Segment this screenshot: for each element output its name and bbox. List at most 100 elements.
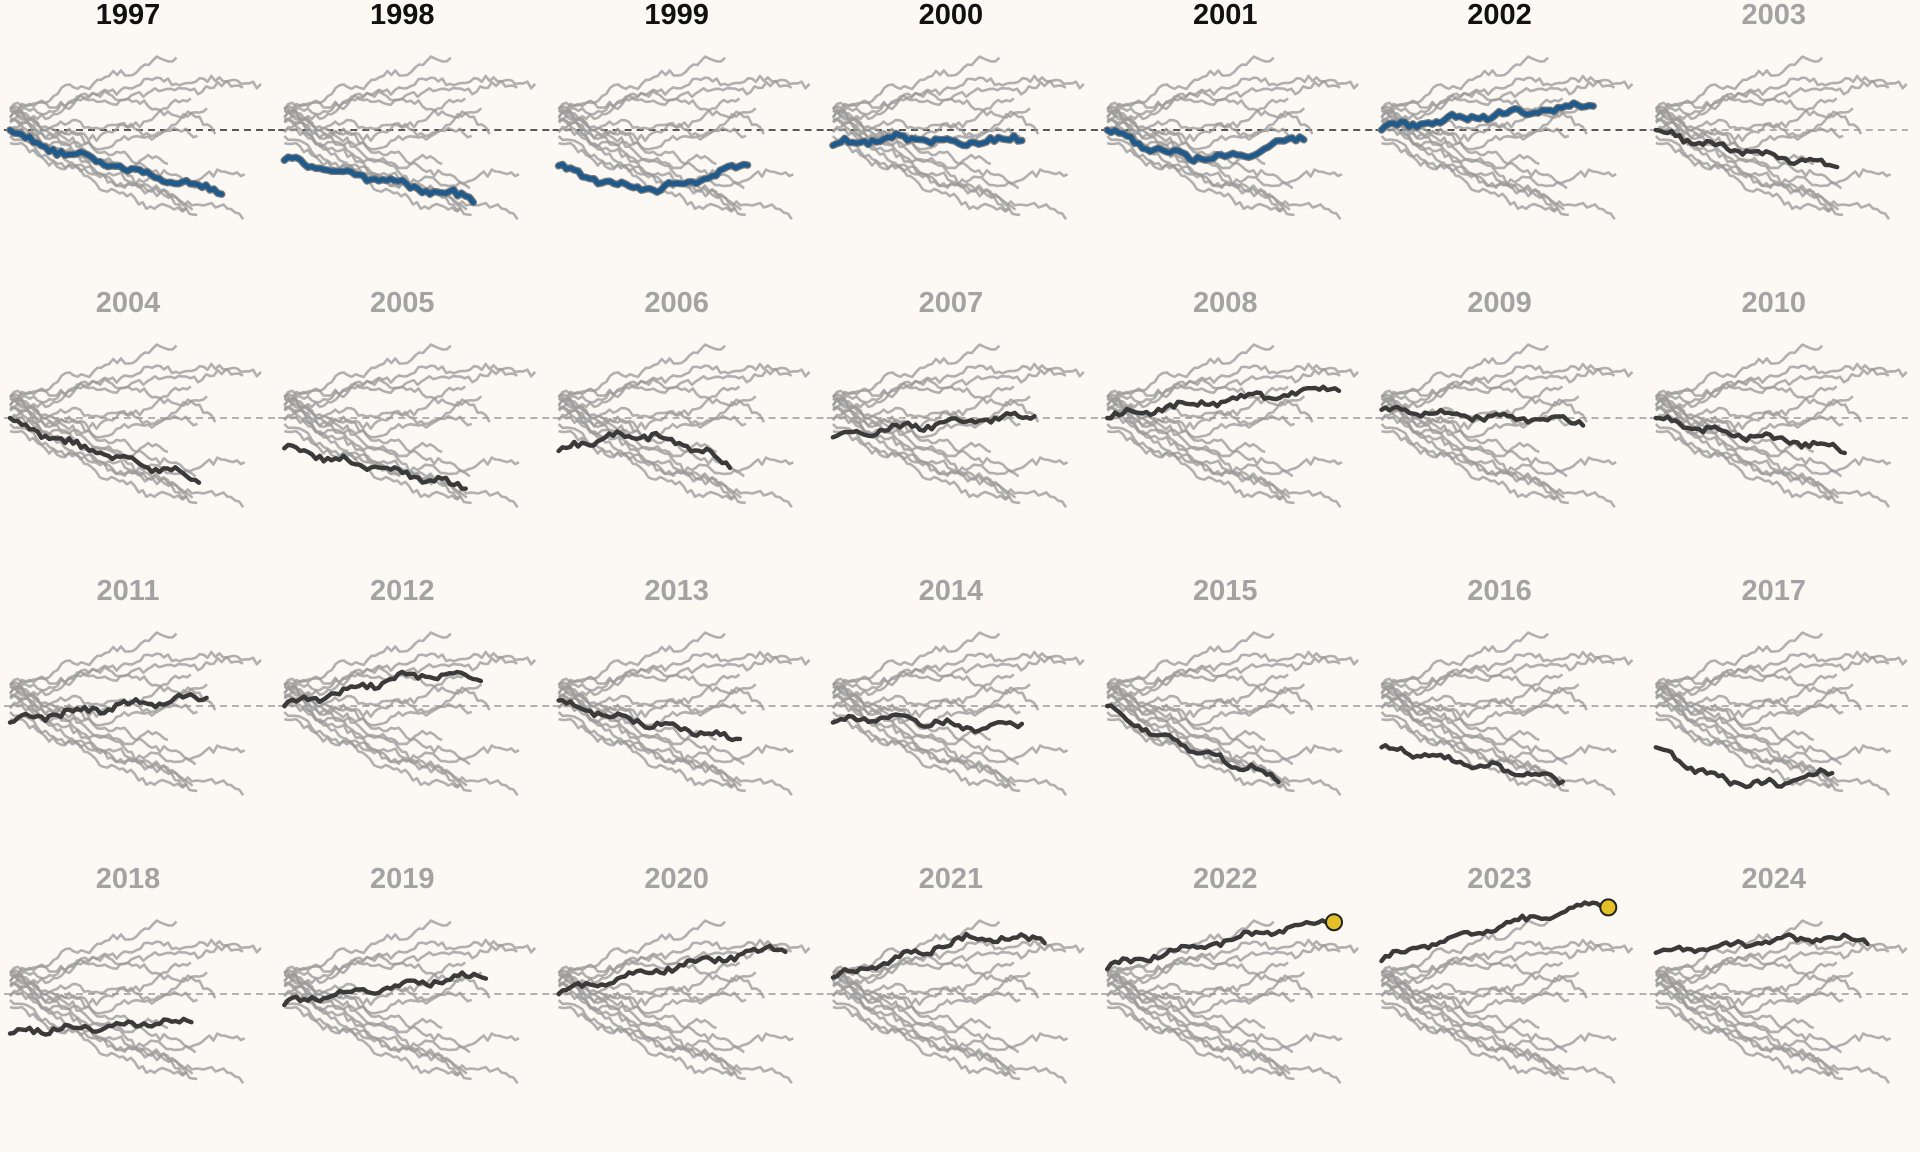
other-year-line [1106, 362, 1341, 422]
focus-year-line [7, 692, 209, 725]
other-year-line [1106, 650, 1341, 710]
other-year-line [1380, 919, 1549, 982]
focus-year-line [1653, 932, 1870, 955]
other-year-line [283, 74, 518, 134]
other-year-line [1655, 973, 1843, 1054]
other-year-line [1380, 55, 1549, 118]
panel-2004: 2004 [4, 287, 279, 509]
other-year-line [1380, 385, 1564, 430]
other-year-line [1654, 135, 1891, 221]
other-year-line [8, 74, 244, 134]
focus-year-line [1105, 918, 1337, 972]
panel-title: 2018 [96, 863, 161, 895]
other-year-line [557, 999, 793, 1085]
other-year-line [557, 382, 766, 423]
other-year-line [9, 343, 178, 406]
other-year-line [283, 631, 452, 694]
focus-year-line [281, 154, 476, 205]
panel-2005: 2005 [278, 287, 553, 509]
focus-year-line [1653, 414, 1847, 456]
panel-2011: 2011 [4, 575, 279, 797]
other-year-line [283, 55, 452, 118]
other-year-line [1380, 673, 1564, 718]
other-year-line [283, 385, 466, 430]
focus-year-line [1105, 703, 1281, 785]
other-year-line [9, 999, 245, 1085]
other-year-line [8, 670, 217, 711]
other-year-line [831, 366, 1085, 399]
other-year-line [1654, 938, 1890, 998]
panel-2002: 2002 [1375, 0, 1650, 221]
other-year-line [832, 711, 1068, 797]
other-year-line [283, 673, 466, 718]
other-year-line [1655, 961, 1838, 1006]
other-year-line [1654, 958, 1863, 999]
focus-year-line [556, 698, 743, 743]
other-year-line [1106, 654, 1360, 687]
other-year-line [284, 972, 472, 1081]
other-year-line [1380, 94, 1588, 135]
focus-year-line [282, 669, 484, 709]
other-year-line [8, 938, 244, 998]
other-year-line [1654, 942, 1908, 975]
panel-title: 2004 [96, 287, 161, 319]
other-year-line [1654, 670, 1863, 711]
focus-year-line [7, 127, 225, 197]
other-year-line [1380, 654, 1634, 687]
other-year-line [1654, 78, 1908, 111]
panel-title: 2017 [1742, 575, 1807, 607]
panel-title: 2008 [1193, 287, 1258, 319]
panel-title: 2024 [1742, 863, 1807, 895]
other-year-line [1380, 631, 1549, 694]
other-year-line [1106, 343, 1275, 406]
panel-title: 2015 [1193, 575, 1258, 607]
other-year-line [557, 961, 741, 1006]
panel-2021: 2021 [826, 863, 1102, 1085]
other-year-line [1380, 362, 1616, 422]
other-year-line [9, 396, 198, 505]
panel-2008: 2008 [1101, 287, 1376, 509]
focus-year-line [1379, 100, 1596, 133]
other-year-line [831, 942, 1085, 975]
other-year-line [1106, 397, 1294, 478]
other-year-line [557, 670, 766, 711]
other-year-line [557, 343, 726, 406]
panel-title: 2014 [919, 575, 984, 607]
other-year-line [283, 654, 537, 687]
panel-title: 1998 [370, 0, 435, 31]
panel-2022: 2022 [1101, 863, 1376, 1085]
panel-title: 2016 [1467, 575, 1532, 607]
focus-year-line [830, 712, 1025, 735]
other-year-line [9, 961, 192, 1006]
other-year-line [832, 972, 1021, 1081]
other-year-line [557, 366, 811, 399]
other-year-line [557, 654, 811, 687]
other-year-line [1655, 396, 1844, 505]
other-year-line [557, 650, 793, 710]
other-year-line [9, 55, 178, 118]
end-marker [1325, 913, 1343, 932]
other-year-line [283, 135, 519, 221]
other-year-line [1655, 685, 1843, 766]
panel-2009: 2009 [1375, 287, 1650, 509]
other-year-line [1106, 78, 1360, 111]
other-year-line [557, 385, 741, 430]
other-year-line [9, 109, 197, 190]
panel-2000: 2000 [826, 0, 1102, 221]
other-year-line [832, 397, 1020, 478]
other-year-line [283, 650, 518, 710]
other-year-line [1381, 972, 1569, 1081]
focus-year-line [830, 131, 1025, 149]
panel-title: 2002 [1467, 0, 1532, 31]
other-year-line [832, 973, 1020, 1054]
panel-2023: 2023 [1375, 863, 1650, 1085]
other-year-line [1655, 972, 1844, 1081]
other-year-line [8, 382, 217, 423]
other-year-line [9, 97, 192, 142]
other-year-line [831, 382, 1040, 423]
focus-year-line [1653, 127, 1840, 170]
end-marker [1599, 898, 1618, 917]
other-year-line [9, 397, 197, 478]
